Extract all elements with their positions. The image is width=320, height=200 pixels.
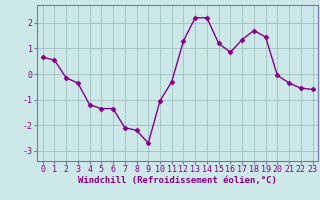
X-axis label: Windchill (Refroidissement éolien,°C): Windchill (Refroidissement éolien,°C): [78, 176, 277, 185]
